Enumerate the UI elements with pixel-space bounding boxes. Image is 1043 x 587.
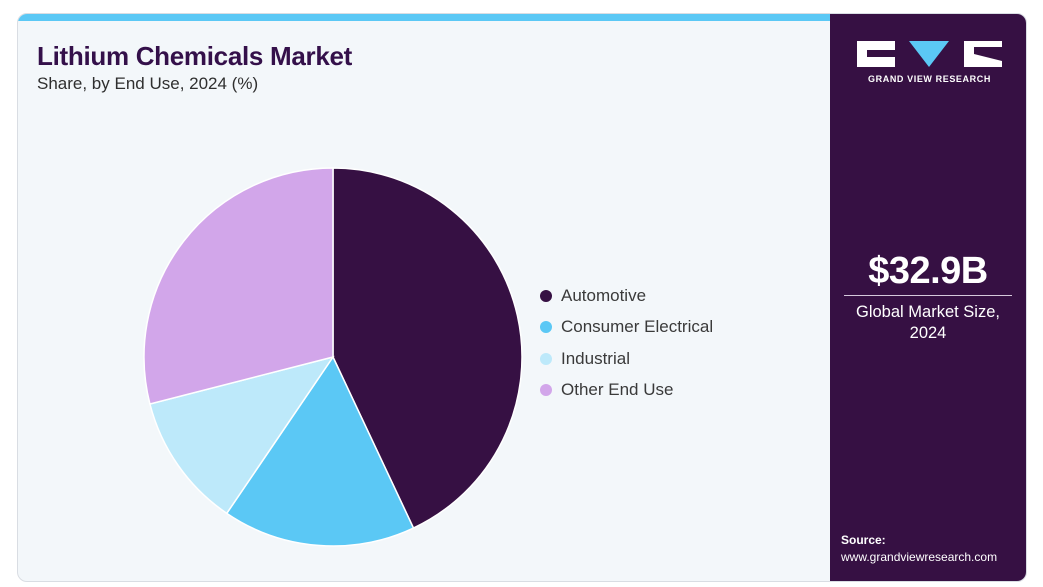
accent-bar bbox=[18, 14, 830, 21]
source-label: Source: bbox=[841, 533, 886, 547]
legend-label: Consumer Electrical bbox=[561, 317, 714, 337]
chart-card: Lithium Chemicals Market Share, by End U… bbox=[17, 13, 1027, 582]
legend-item-consumer-electrical: Consumer Electrical bbox=[540, 312, 713, 344]
source-note: Source: www.grandviewresearch.com bbox=[841, 532, 997, 566]
chart-legend: Automotive Consumer Electrical Industrial O… bbox=[540, 280, 713, 406]
legend-swatch bbox=[540, 289, 552, 302]
divider bbox=[844, 295, 1012, 296]
legend-label: Other End Use bbox=[561, 380, 674, 400]
market-size-caption-line1: Global Market Size, bbox=[856, 303, 1000, 321]
chart-panel: Lithium Chemicals Market Share, by End U… bbox=[18, 14, 830, 581]
chart-title: Lithium Chemicals Market bbox=[37, 41, 352, 71]
brand-logo-icon bbox=[857, 41, 1002, 67]
chart-subtitle: Share, by End Use, 2024 (%) bbox=[37, 74, 259, 93]
source-link[interactable]: www.grandviewresearch.com bbox=[841, 550, 998, 564]
brand-name: GRAND VIEW RESEARCH bbox=[868, 74, 991, 84]
legend-item-automotive: Automotive bbox=[540, 280, 713, 312]
pie-slice-other-end-use bbox=[143, 167, 334, 405]
brand-logo: GRAND VIEW RESEARCH bbox=[857, 41, 1002, 85]
legend-item-industrial: Industrial bbox=[540, 343, 713, 375]
legend-swatch bbox=[540, 384, 552, 397]
market-size-caption: Global Market Size, 2024 bbox=[830, 302, 1026, 344]
legend-label: Automotive bbox=[561, 285, 647, 305]
pie-slice-consumer-electrical bbox=[225, 355, 415, 547]
market-size-value: $32.9B bbox=[868, 250, 988, 292]
legend-swatch bbox=[540, 352, 552, 365]
legend-item-other-end-use: Other End Use bbox=[540, 375, 713, 407]
market-size-caption-line2: 2024 bbox=[909, 324, 947, 342]
pie-chart bbox=[143, 167, 523, 547]
legend-label: Industrial bbox=[561, 348, 630, 368]
legend-swatch bbox=[540, 321, 552, 334]
pie-slice-automotive bbox=[332, 167, 523, 530]
pie-slice-industrial bbox=[149, 355, 335, 515]
summary-sidebar: GRAND VIEW RESEARCH $32.9B Global Market… bbox=[830, 14, 1026, 581]
